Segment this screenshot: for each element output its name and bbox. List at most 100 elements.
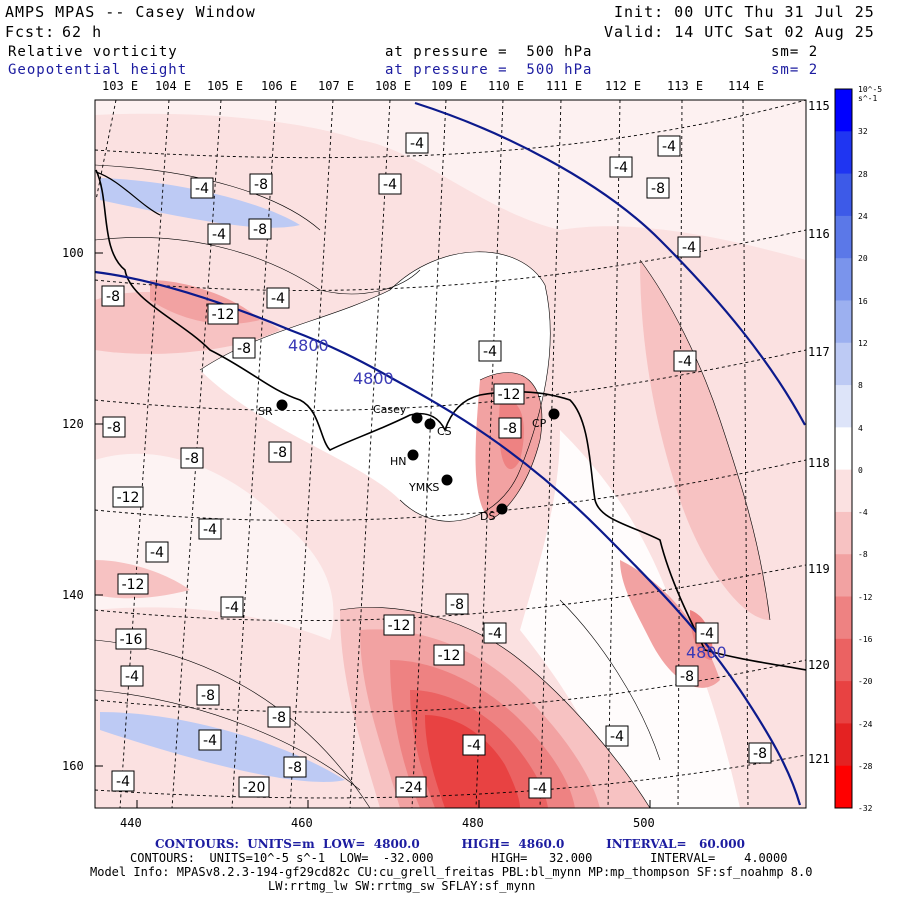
- lon-label: 108 E: [375, 79, 412, 93]
- contour-value-box: [498, 417, 522, 439]
- x-tick-label: 480: [462, 816, 484, 830]
- contour-value-box: [112, 486, 144, 508]
- y-tick-label: 160: [62, 759, 84, 773]
- colorbar-swatch: [835, 89, 852, 132]
- contour-value-label: -4: [195, 181, 209, 197]
- contour-value-box: [180, 447, 204, 469]
- app-title: AMPS MPAS -- Casey Window: [5, 3, 256, 21]
- lon-label: 103 E: [102, 79, 139, 93]
- contour-value-box: [190, 177, 214, 199]
- contour-value-label: -8: [651, 181, 665, 197]
- station-label: HN: [390, 455, 407, 468]
- station-label: CP: [532, 417, 547, 430]
- contour-value-box: [677, 236, 701, 258]
- contour-value-box: [405, 132, 429, 154]
- footer-model-info: Model Info: MPASv8.2.3-194-gf29cd82c CU:…: [90, 865, 813, 879]
- lon-label: 109 E: [431, 79, 468, 93]
- station-marker: [441, 474, 453, 486]
- colorbar-swatch: [835, 765, 852, 809]
- colorbar-tick-label: 16: [858, 296, 868, 306]
- contour-value-box: [145, 541, 169, 563]
- contour-value-box: [198, 518, 222, 540]
- station-label: Casey: [373, 403, 407, 416]
- lon-label: 106 E: [261, 79, 298, 93]
- coastline: [95, 169, 806, 671]
- x-tick-label: 500: [633, 816, 655, 830]
- contour-value-label: -4: [678, 354, 692, 370]
- station-label: SR: [258, 405, 273, 418]
- contour-value-box: [196, 684, 220, 706]
- map-frame: [94, 99, 807, 809]
- forecast-label: Fcst:: [5, 23, 56, 41]
- stations: [276, 399, 560, 515]
- contour-value-label: -4: [488, 626, 502, 642]
- contour-value-box: [675, 665, 699, 687]
- contour-value-box: [249, 173, 273, 195]
- colorbar-tick-label: -28: [858, 761, 873, 771]
- lon-label: 110 E: [488, 79, 525, 93]
- colorbar-swatch: [835, 469, 852, 513]
- height-contour-label: 4800: [288, 336, 329, 355]
- contour-value-box: [220, 596, 244, 618]
- contour-value-box: [248, 218, 272, 240]
- contour-value-label: -20: [243, 780, 266, 796]
- colorbar-tick-label: 0: [858, 465, 863, 475]
- contour-value-box: [478, 340, 502, 362]
- geopotential-contours: [94, 101, 806, 806]
- contour-value-label: -8: [237, 341, 251, 357]
- contour-value-label: -4: [225, 600, 239, 616]
- contour-value-label: -8: [254, 177, 268, 193]
- colorbar-swatch: [835, 681, 852, 724]
- station-marker: [548, 408, 560, 420]
- contour-value-label: -8: [253, 222, 267, 238]
- contour-value-box: [483, 622, 507, 644]
- init-time: Init: 00 UTC Thu 31 Jul 25: [614, 3, 875, 21]
- x-tick-label: 440: [120, 816, 142, 830]
- contour-value-label: -8: [680, 669, 694, 685]
- contour-value-label: -24: [400, 780, 423, 796]
- field1-level: at pressure = 500 hPa: [385, 44, 593, 60]
- station-label: CS: [437, 425, 452, 438]
- contour-value-label: -12: [212, 307, 235, 323]
- colorbar-tick-label: -8: [858, 550, 868, 560]
- lon-label: 112 E: [605, 79, 642, 93]
- contour-value-label: -4: [700, 626, 714, 642]
- station-label: YMKS: [408, 481, 439, 494]
- contour-value-label: -4: [203, 522, 217, 538]
- colorbar-swatch: [835, 511, 852, 555]
- contour-value-box: [433, 644, 465, 666]
- contour-value-box: [646, 177, 670, 199]
- lon-label: 114 E: [728, 79, 765, 93]
- contour-value-label: -8: [185, 451, 199, 467]
- colorbar-tick-label: 28: [858, 169, 868, 179]
- contour-value-label: -4: [410, 136, 424, 152]
- contour-value-box: [266, 287, 290, 309]
- colorbar-tick-label: 20: [858, 254, 868, 264]
- footer-contours-height: CONTOURS: UNITS=m LOW= 4800.0 HIGH= 4860…: [155, 837, 745, 851]
- contour-value-label: -8: [753, 746, 767, 762]
- colorbar-unit: 10^-5 s^-1: [858, 85, 883, 103]
- contour-value-labels: -4 -4 -4 -4 -8 -4 -8 -4 -8 -4 -8 -4 -12 -4 -8 -4 -12 -8 -8…: [101, 132, 772, 799]
- colorbar: [835, 89, 852, 809]
- colorbar-swatch: [835, 385, 852, 428]
- colorbar-tick-label: -4: [858, 508, 868, 518]
- contour-value-box: [102, 416, 126, 438]
- colorbar-swatch: [835, 596, 852, 640]
- colorbar-swatch: [835, 300, 852, 344]
- colorbar-tick-label: -20: [858, 677, 873, 687]
- height-contour-label: 4800: [686, 643, 727, 662]
- footer-physics-info: LW:rrtmg_lw SW:rrtmg_sw SFLAY:sf_mynn: [268, 879, 536, 893]
- contour-value-box: [117, 573, 149, 595]
- coastline: [95, 171, 161, 216]
- colorbar-tick-label: 32: [858, 127, 868, 137]
- colorbar-swatch: [835, 638, 852, 682]
- colorbar-tick-label: -16: [858, 634, 873, 644]
- contour-value-box: [528, 777, 552, 799]
- contour-value-label: -16: [120, 632, 143, 648]
- lon-label: 105 E: [207, 79, 244, 93]
- station-label: DS: [480, 510, 495, 523]
- station-marker: [411, 412, 423, 424]
- contour-value-box: [493, 383, 525, 405]
- colorbar-tick-label: 12: [858, 338, 868, 348]
- field1-name: Relative vorticity: [8, 44, 178, 60]
